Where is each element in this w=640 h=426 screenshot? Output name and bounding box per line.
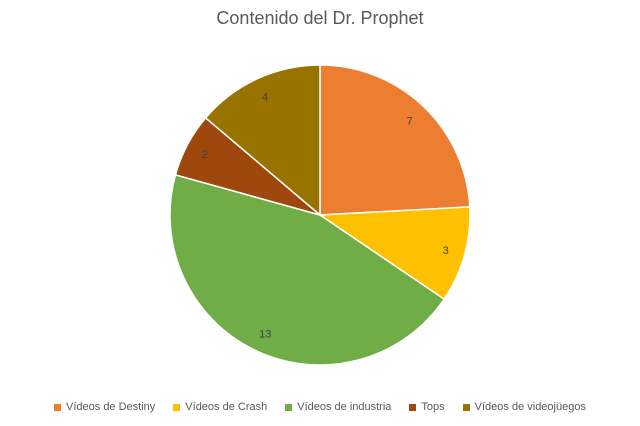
data-label: 7 [407,115,413,127]
legend-item-destiny: Vídeos de Destiny [54,401,155,413]
legend-swatch [173,403,181,411]
legend-swatch [285,403,293,411]
pie-slice [169,173,446,366]
legend-item-videojuegos: Vídeos de videojüegos [462,401,586,413]
legend-swatch [54,403,62,411]
pie-slice [204,64,321,217]
legend-item-industria: Vídeos de industria [285,401,391,413]
chart-title: Contenido del Dr. Prophet [216,8,424,28]
legend-label: Vídeos de Destiny [66,401,156,413]
legend-label: Tops [421,401,445,413]
data-label: 2 [202,149,208,161]
data-label: 4 [262,92,268,104]
legend-item-tops: Tops [409,401,445,413]
legend-label: Vídeos de industria [297,401,392,413]
legend-label: Vídeos de Crash [185,401,268,413]
legend-label: Vídeos de videojüegos [474,401,586,413]
data-label: 13 [259,328,271,340]
legend-item-crash: Vídeos de Crash [173,401,267,413]
pie-slice [319,64,471,216]
legend-swatch [409,403,417,411]
data-label: 3 [443,245,449,257]
legend-swatch [462,403,470,411]
pie-slice [317,206,471,301]
chart-legend: Vídeos de Destiny Vídeos de Crash Vídeos… [0,401,640,413]
